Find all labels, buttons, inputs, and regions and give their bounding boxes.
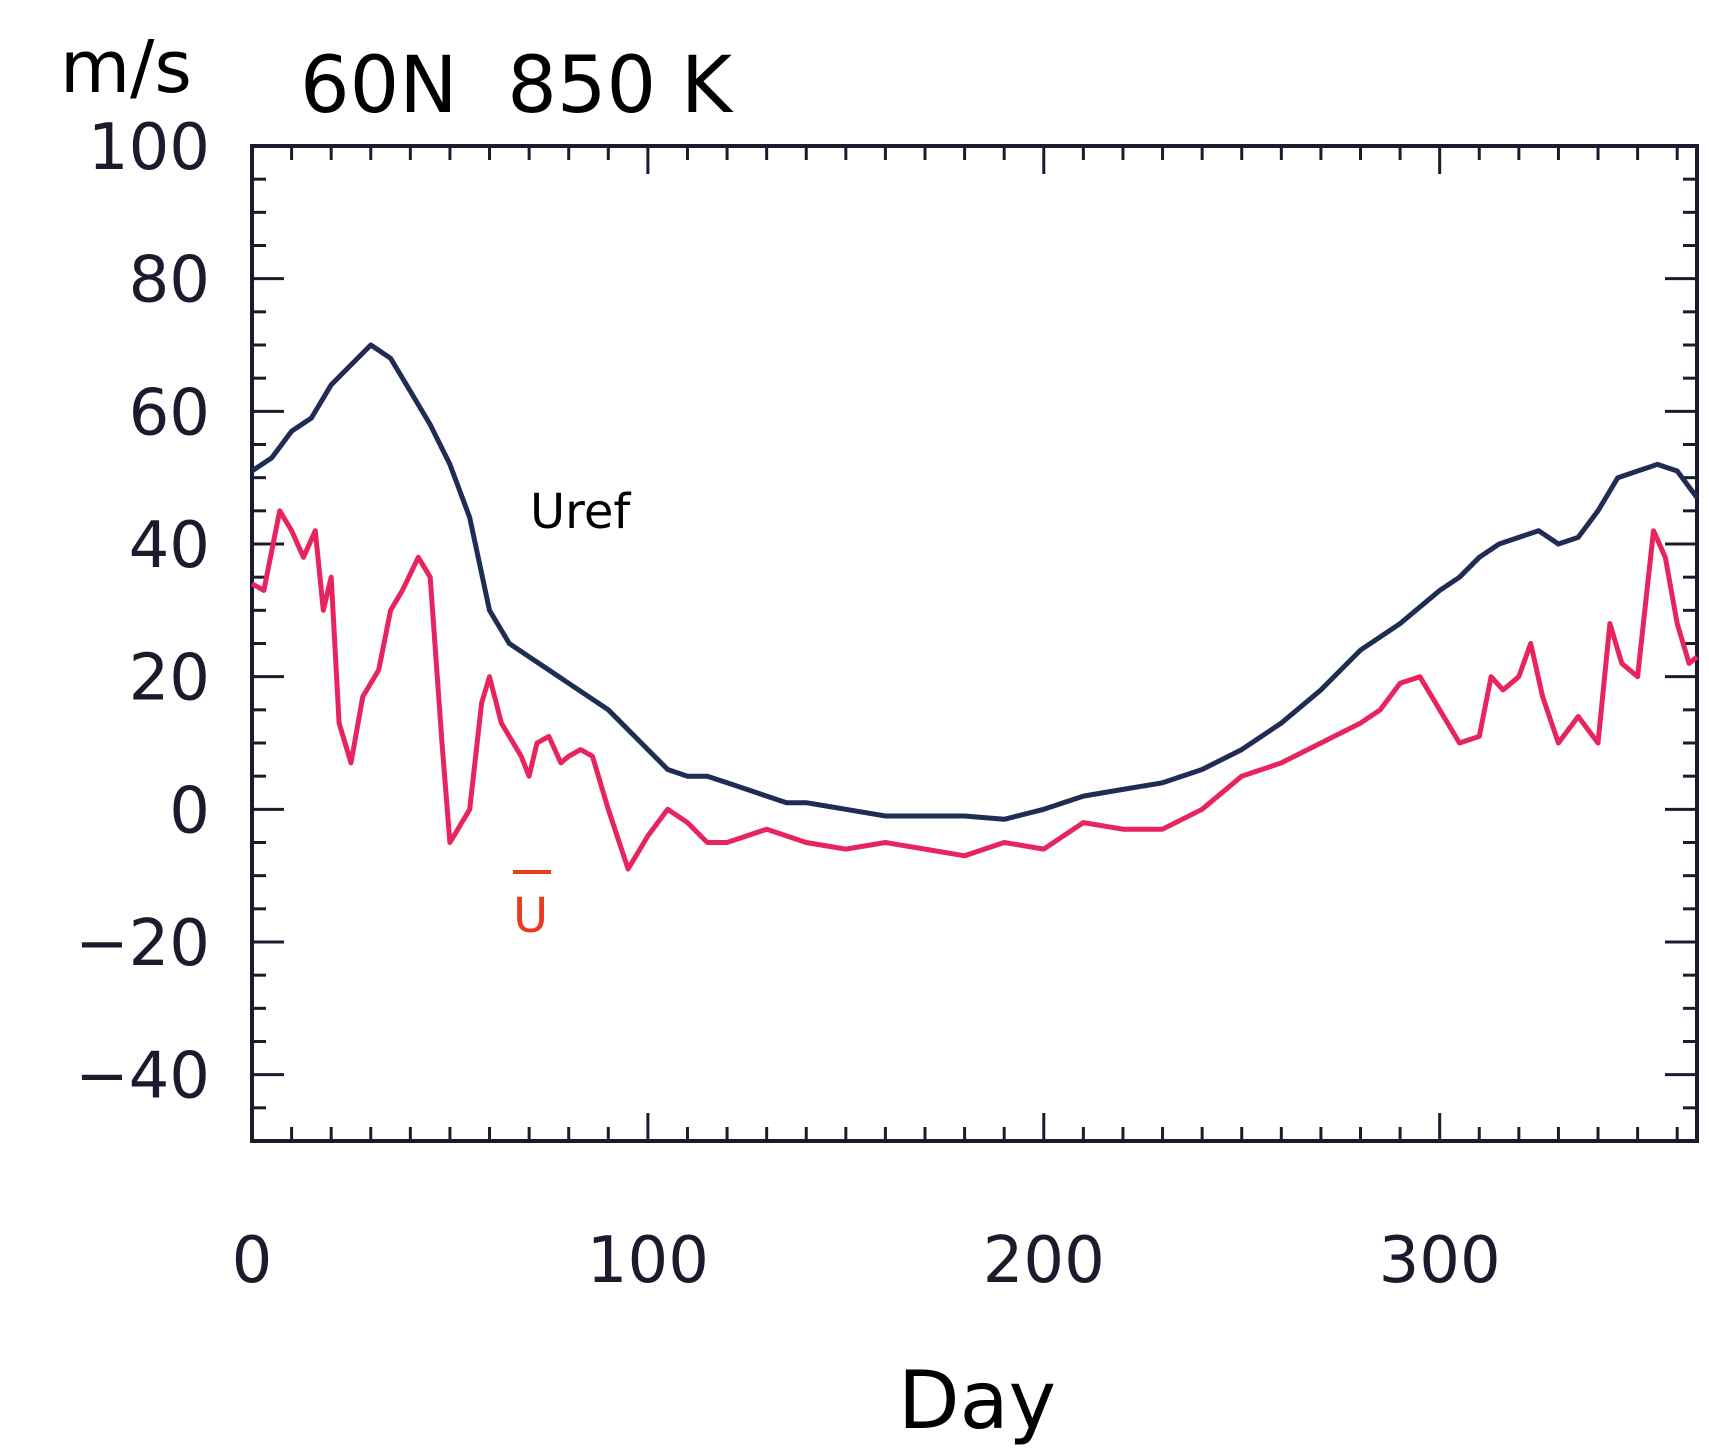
y-tick-label: 20 [129,642,210,716]
x-tick-label: 0 [232,1224,273,1298]
x-tick-label: 300 [1379,1224,1501,1298]
y-tick-label: −40 [75,1040,210,1114]
x-tick-labels: 0 100 200 300 [232,1224,1501,1298]
y-tick-label: −20 [75,907,210,981]
y-tick-label: 80 [129,244,210,318]
y-tick-labels: 100 80 60 40 20 0 −20 −40 [75,111,210,1114]
series-line-u [250,508,1699,872]
series-label-uref: Uref [530,484,631,540]
chart-title: 60N 850 K [300,41,734,131]
y-tick-label: 40 [129,509,210,583]
series-label-u: U [513,888,548,944]
plot-frame [250,144,1699,1143]
y-tick-label: 60 [129,376,210,450]
y-tick-label: 100 [88,111,210,185]
x-tick-label: 200 [983,1224,1105,1298]
series-line-uref [250,342,1700,822]
axis-ticks [250,144,1697,1143]
x-axis-title: Day [898,1354,1056,1447]
y-tick-label: 0 [169,774,210,848]
x-tick-label: 100 [587,1224,709,1298]
y-unit-label: m/s [60,25,192,109]
plot-border [250,144,1699,1143]
series-lines [250,342,1700,872]
series-labels: Uref U [513,484,631,944]
